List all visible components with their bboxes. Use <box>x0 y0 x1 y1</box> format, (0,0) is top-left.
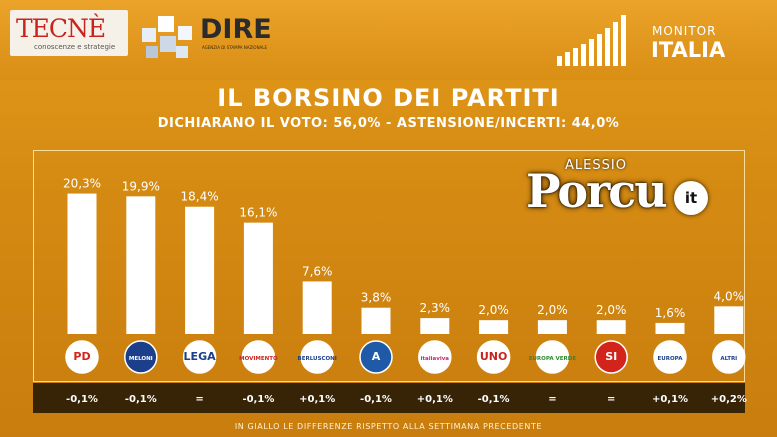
svg-text:A: A <box>372 350 381 363</box>
svg-text:SI: SI <box>605 350 617 363</box>
si-logo-icon: SI <box>594 340 628 374</box>
difference-label: +0,1% <box>417 394 453 405</box>
difference-label: = <box>195 394 203 405</box>
difference-label: +0,2% <box>711 394 747 405</box>
fi-logo-icon: BERLUSCONI <box>298 340 337 374</box>
bar-value-label: 3,8% <box>361 291 392 305</box>
difference-label: = <box>548 394 556 405</box>
monitor-label: MONITOR <box>652 24 717 38</box>
watermark-main-text: Porcu <box>526 164 668 218</box>
m5s-logo-icon: MOVIMENTO <box>239 340 278 374</box>
svg-text:EUROPA VERDE: EUROPA VERDE <box>529 356 577 362</box>
chart-title: IL BORSINO DEI PARTITI <box>217 84 560 112</box>
italiaviva-logo-icon: italiaviva <box>418 340 452 374</box>
piueuropa-logo-icon: EUROPA <box>653 340 687 374</box>
dire-logo: DIRE AGENZIA DI STAMPA NAZIONALE <box>198 14 272 54</box>
europaverde-logo-icon: EUROPA VERDE <box>529 340 577 374</box>
bar-value-label: 19,9% <box>122 179 160 193</box>
chart-subtitle: DICHIARANO IL VOTO: 56,0% - ASTENSIONE/I… <box>157 116 620 131</box>
bar-value-label: 2,3% <box>420 301 451 315</box>
svg-text:PD: PD <box>73 350 90 363</box>
up-logo-icon: UNO <box>476 340 511 374</box>
svg-text:MELONI: MELONI <box>129 356 153 362</box>
bar-value-label: 2,0% <box>596 303 627 317</box>
difference-label: -0,1% <box>66 394 98 405</box>
header-banner <box>0 0 777 80</box>
bar-9 <box>537 320 567 334</box>
svg-text:MOVIMENTO: MOVIMENTO <box>239 356 278 362</box>
bar-value-label: 4,0% <box>714 289 745 303</box>
svg-text:EUROPA: EUROPA <box>658 356 684 362</box>
italia-label: ITALIA <box>651 38 726 62</box>
svg-text:ALTRI: ALTRI <box>720 356 737 362</box>
bar-value-label: 2,0% <box>478 303 509 317</box>
bar-12 <box>714 306 744 334</box>
bar-5 <box>302 281 332 334</box>
bar-4 <box>243 222 273 334</box>
bar-value-label: 18,4% <box>181 190 219 204</box>
tecne-tagline: conoscenze e strategie <box>34 43 116 51</box>
dire-tagline: AGENZIA DI STAMPA NAZIONALE <box>202 45 268 50</box>
bar-value-label: 20,3% <box>63 177 101 191</box>
tecne-logo: TECNÈ conoscenze e strategie <box>10 10 128 56</box>
cubes-logo-icon <box>142 16 192 58</box>
bar-7 <box>420 318 450 334</box>
differences-bar <box>33 383 745 413</box>
difference-label: -0,1% <box>125 394 157 405</box>
bar-2 <box>126 196 156 334</box>
bar-8 <box>479 320 509 334</box>
footnote: IN GIALLO LE DIFFERENZE RISPETTO ALLA SE… <box>234 422 543 431</box>
pd-logo-icon: PD <box>65 340 99 374</box>
difference-label: -0,1% <box>478 394 510 405</box>
lega-logo-icon: LEGA <box>182 340 217 374</box>
svg-text:UNO: UNO <box>480 350 508 363</box>
svg-text:BERLUSCONI: BERLUSCONI <box>298 356 337 362</box>
bar-3 <box>185 206 215 334</box>
dire-name: DIRE <box>200 14 272 45</box>
bar-value-label: 2,0% <box>537 303 568 317</box>
svg-text:LEGA: LEGA <box>184 350 217 363</box>
bar-value-label: 7,6% <box>302 264 333 278</box>
chart-panel <box>33 150 745 382</box>
bar-6 <box>361 307 391 334</box>
svg-text:italiaviva: italiaviva <box>421 356 450 362</box>
bar-value-label: 16,1% <box>239 206 277 220</box>
watermark-badge: it <box>674 181 708 215</box>
difference-label: = <box>607 394 615 405</box>
tecne-name: TECNÈ <box>16 14 106 43</box>
altri-logo-icon: ALTRI <box>712 340 746 374</box>
difference-label: -0,1% <box>242 394 274 405</box>
bar-value-label: 1,6% <box>655 306 686 320</box>
fdi-logo-icon: MELONI <box>124 340 158 374</box>
difference-label: +0,1% <box>652 394 688 405</box>
bar-10 <box>596 320 626 334</box>
difference-label: +0,1% <box>299 394 335 405</box>
watermark-top-text: ALESSIO <box>565 158 627 173</box>
bar-11 <box>655 322 685 334</box>
monitor-bars-icon <box>557 15 626 66</box>
difference-label: -0,1% <box>360 394 392 405</box>
azione-logo-icon: A <box>359 340 393 374</box>
bar-1 <box>67 193 97 334</box>
